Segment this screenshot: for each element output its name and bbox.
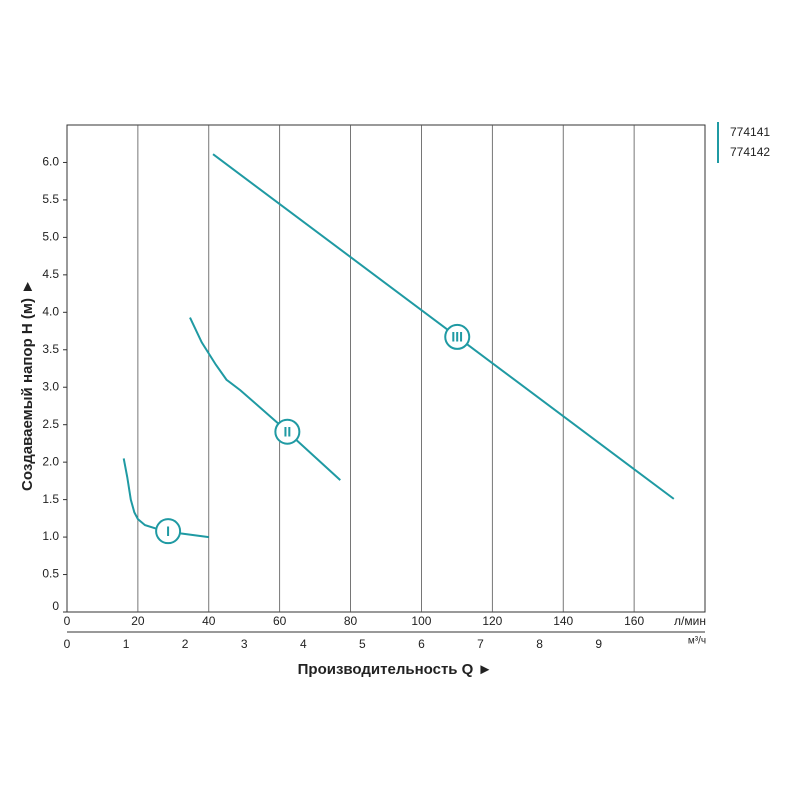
y-tick-label: 2.0 bbox=[42, 454, 59, 468]
y-tick-label: 6.0 bbox=[42, 155, 59, 169]
curve-label: I bbox=[166, 523, 170, 539]
legend-entry: 774141 bbox=[730, 125, 770, 139]
y-tick-label: 2.5 bbox=[42, 417, 59, 431]
curve-label-circle bbox=[274, 418, 301, 445]
y-tick-label: 5.0 bbox=[42, 230, 59, 244]
x2-tick-label: 2 bbox=[182, 637, 189, 651]
x2-unit: м³/ч bbox=[688, 636, 706, 647]
x2-tick-label: 6 bbox=[418, 637, 425, 651]
x-tick-label: 140 bbox=[553, 614, 573, 628]
x-tick-label: 120 bbox=[482, 614, 502, 628]
x-tick-label: 0 bbox=[64, 614, 71, 628]
x2-tick-label: 9 bbox=[595, 637, 602, 651]
y-tick-label: 4.5 bbox=[42, 267, 59, 281]
plot-frame bbox=[66, 124, 706, 613]
x-unit: л/мин bbox=[674, 614, 706, 628]
y-tick-label: 0 bbox=[52, 599, 59, 613]
x2-tick-label: 7 bbox=[477, 637, 484, 651]
x-tick-label: 100 bbox=[411, 614, 431, 628]
curve-label: II bbox=[283, 423, 291, 439]
curve bbox=[212, 153, 675, 500]
x2-tick-label: 3 bbox=[241, 637, 248, 651]
y-tick-label: 1.0 bbox=[42, 529, 59, 543]
y-tick-label: 3.5 bbox=[42, 342, 59, 356]
x-tick-label: 40 bbox=[202, 614, 216, 628]
y-tick-label: 0.5 bbox=[42, 567, 59, 581]
curve-label-circle bbox=[444, 323, 471, 350]
x-tick-label: 160 bbox=[624, 614, 644, 628]
curve-label: III bbox=[451, 329, 463, 345]
x2-tick-label: 1 bbox=[123, 637, 130, 651]
x2-tick-label: 4 bbox=[300, 637, 307, 651]
y-tick-label: 4.0 bbox=[42, 304, 59, 318]
x2-tick-label: 8 bbox=[536, 637, 543, 651]
x-tick-label: 80 bbox=[344, 614, 358, 628]
x-tick-label: 20 bbox=[131, 614, 145, 628]
x-tick-label: 60 bbox=[273, 614, 287, 628]
curve bbox=[189, 317, 341, 481]
y-axis-title: Создаваемый напор Н (м) ► bbox=[19, 279, 36, 491]
x2-tick-label: 0 bbox=[64, 637, 71, 651]
x-axis-title: Производительность Q ► bbox=[298, 661, 493, 678]
x2-tick-label: 5 bbox=[359, 637, 366, 651]
curve-label-circle bbox=[155, 518, 182, 545]
y-tick-label: 3.0 bbox=[42, 379, 59, 393]
y-tick-label: 5.5 bbox=[42, 192, 59, 206]
legend-entry: 774142 bbox=[730, 145, 770, 159]
y-tick-label: 1.5 bbox=[42, 492, 59, 506]
